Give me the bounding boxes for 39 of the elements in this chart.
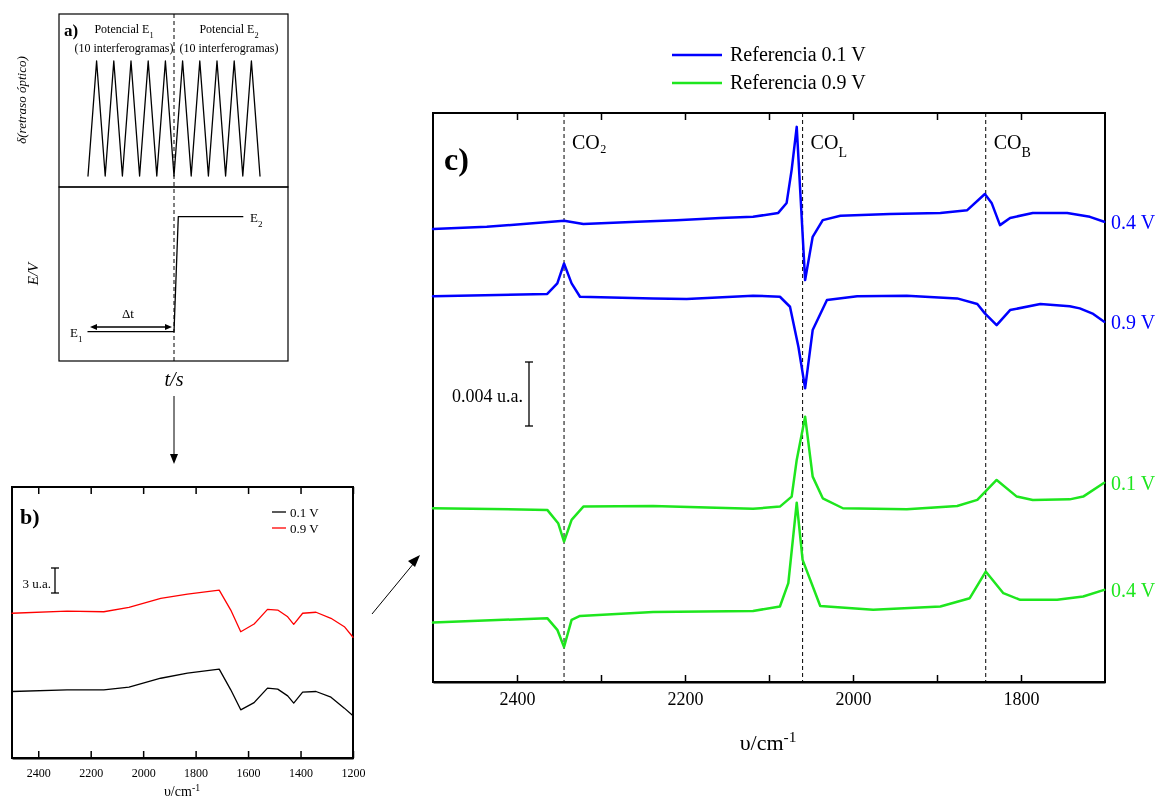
annotation: Δt (122, 306, 135, 321)
x-tick-label: 2000 (835, 688, 872, 709)
text: (10 interferogramas) (179, 41, 279, 55)
x-tick-label: 1200 (341, 765, 366, 780)
text: E$_{1}$ (70, 325, 83, 344)
legend-label: 0.9 V (290, 521, 320, 536)
text: b) (20, 504, 40, 529)
legend-label: 0.1 V (290, 505, 320, 520)
series-label: 0.9 V (1111, 310, 1156, 333)
text: Referencia 0.1 V (730, 43, 867, 65)
series-label: 0.1 V (1111, 471, 1156, 494)
x-tick-label: 2400 (26, 765, 51, 780)
ref-line-label: CO$_{B}$ (993, 131, 1031, 160)
y-axis-title: E/V (25, 260, 41, 287)
text: Potencial E$_{2}$ (199, 22, 259, 40)
ref-line-label: CO₂ (572, 131, 607, 153)
text: E$_{2}$ (250, 210, 263, 229)
text: Potencial E$_{1}$ (94, 22, 154, 40)
text: Referencia 0.9 V (730, 71, 867, 93)
series-label: 0.4 V (1111, 578, 1156, 601)
x-tick-label: 1800 (1003, 688, 1040, 709)
ref-line-label: CO$_{L}$ (810, 131, 847, 160)
x-tick-label: 1400 (289, 765, 314, 780)
annotation: 3 u.a. (22, 576, 51, 591)
x-axis-title: υ/cm$^{-1}$ (163, 781, 201, 799)
x-axis-title: t/s (164, 368, 184, 390)
text: (10 interferogramas) (74, 41, 174, 55)
series-label: 0.4 V (1111, 210, 1156, 233)
y-axis-title: δ(retraso óptico) (14, 56, 29, 144)
annotation: 0.004 u.a. (452, 386, 523, 406)
annotation: c) (444, 141, 469, 177)
x-tick-label: 2200 (667, 688, 704, 709)
text: a) (64, 21, 79, 40)
x-tick-label: 1800 (184, 765, 209, 780)
x-tick-label: 2200 (79, 765, 104, 780)
x-tick-label: 2000 (131, 765, 156, 780)
x-tick-label: 1600 (236, 765, 261, 780)
x-tick-label: 2400 (499, 688, 536, 709)
x-axis-title: υ/cm$^{-1}$ (739, 727, 797, 755)
